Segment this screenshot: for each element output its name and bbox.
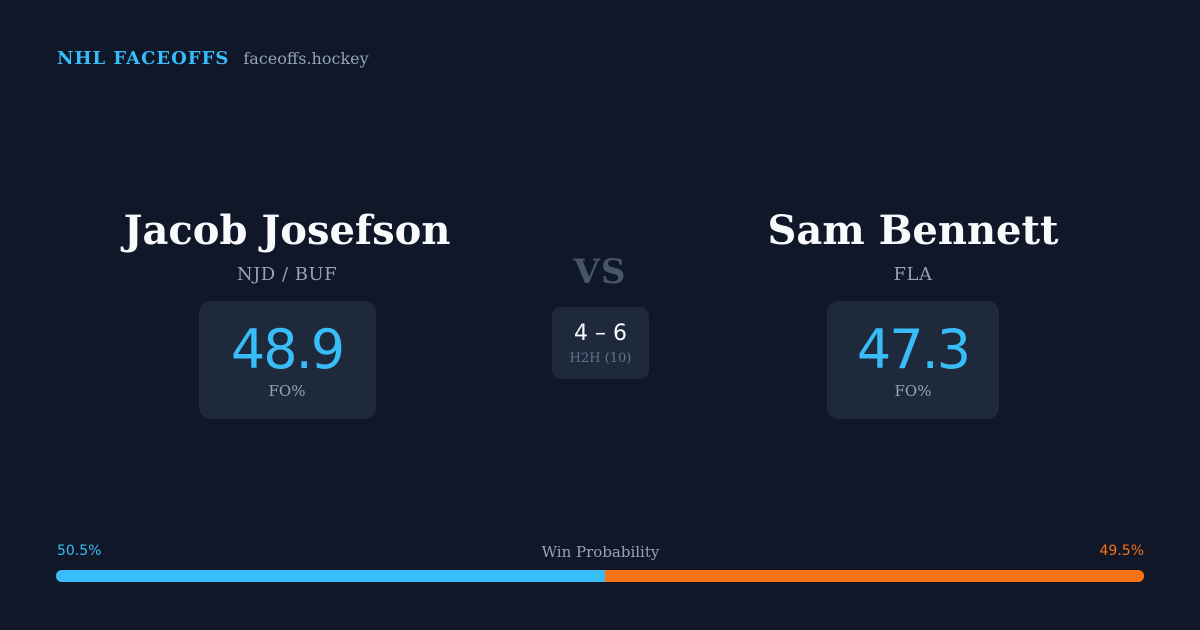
win-probability-labels: 50.5% Win Probability 49.5% [57, 543, 1144, 563]
head-to-head-score: 4 – 6 [574, 320, 627, 346]
player-right-fo-label: FO% [894, 382, 932, 400]
player-left-fo-value: 48.9 [230, 318, 345, 381]
player-right-name: Sam Bennett [767, 207, 1059, 254]
brand-name: NHL FACEOFFS [57, 48, 230, 69]
player-left-panel: Jacob Josefson NJD / BUF 48.9 FO% [124, 206, 450, 419]
versus-label: VS [573, 252, 627, 292]
brand-site: faceoffs.hockey [243, 49, 369, 68]
win-probability-bar [56, 570, 1144, 582]
player-right-panel: Sam Bennett FLA 47.3 FO% [763, 206, 1063, 419]
player-right-fo-value: 47.3 [856, 318, 971, 381]
player-left-name: Jacob Josefson [123, 207, 451, 254]
head-to-head-label: H2H (10) [569, 350, 632, 366]
head-to-head-card: 4 – 6 H2H (10) [552, 307, 649, 379]
player-left-fo-label: FO% [268, 382, 306, 400]
player-right-team: FLA [893, 264, 933, 285]
win-probability-bar-left [56, 570, 606, 582]
brand-header: NHL FACEOFFS faceoffs.hockey [57, 48, 369, 69]
win-probability-title: Win Probability [541, 543, 660, 561]
win-probability-left-value: 50.5% [57, 543, 102, 559]
player-left-team: NJD / BUF [236, 264, 338, 285]
player-right-stat-card: 47.3 FO% [827, 301, 999, 419]
win-probability-bar-right [605, 570, 1144, 582]
win-probability-right-value: 49.5% [1099, 543, 1144, 559]
player-left-stat-card: 48.9 FO% [198, 301, 376, 419]
